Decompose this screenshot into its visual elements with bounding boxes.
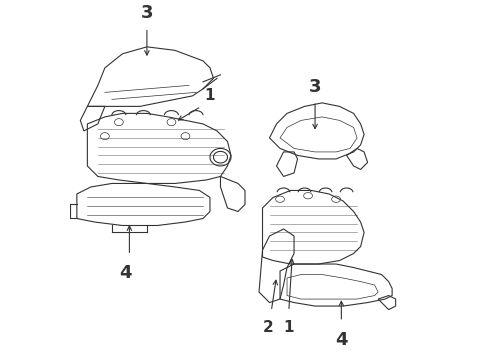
Text: 4: 4 xyxy=(335,330,347,348)
Text: 3: 3 xyxy=(309,78,321,96)
Text: 4: 4 xyxy=(120,264,132,282)
Text: 1: 1 xyxy=(205,88,215,103)
Text: 2: 2 xyxy=(263,320,273,335)
Text: 1: 1 xyxy=(284,320,294,335)
Text: 3: 3 xyxy=(141,4,153,22)
